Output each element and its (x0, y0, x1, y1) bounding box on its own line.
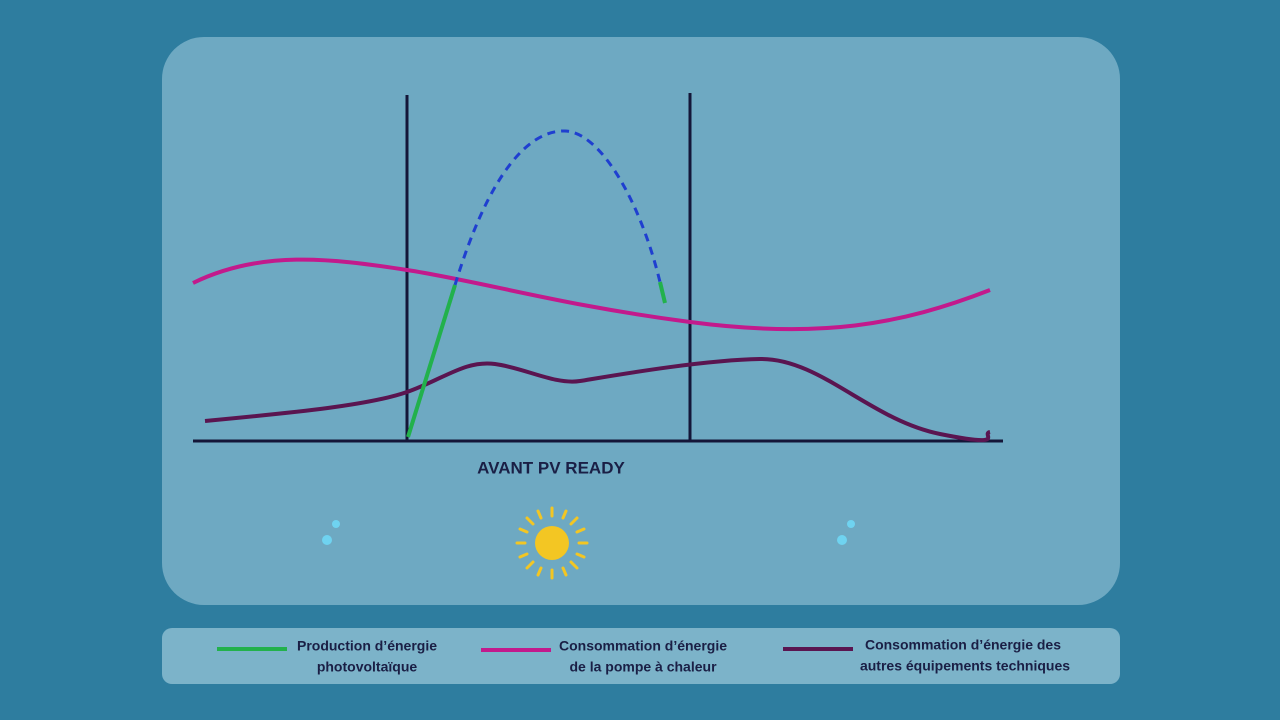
chart-panel (162, 37, 1120, 605)
legend-label: de la pompe à chaleur (569, 659, 717, 675)
sun-icon (515, 506, 589, 580)
legend-label: Production d’énergie (297, 638, 437, 654)
moon-icon (294, 513, 340, 568)
caption: AVANT PV READY (477, 458, 625, 477)
heat-pump-curve (192, 257, 991, 332)
moon-icon (809, 513, 855, 568)
legend-label: Consommation d’énergie (559, 638, 727, 654)
legend-label: autres équipements techniques (860, 658, 1070, 674)
legend-label: photovoltaïque (317, 659, 418, 675)
pv-curve (406, 284, 457, 438)
legend-label: Consommation d’énergie des (865, 637, 1061, 653)
pv-curve (658, 281, 667, 304)
legend-panel (162, 628, 1120, 684)
other-equipment-curve (204, 356, 991, 443)
pv-potential-curve (453, 129, 662, 286)
